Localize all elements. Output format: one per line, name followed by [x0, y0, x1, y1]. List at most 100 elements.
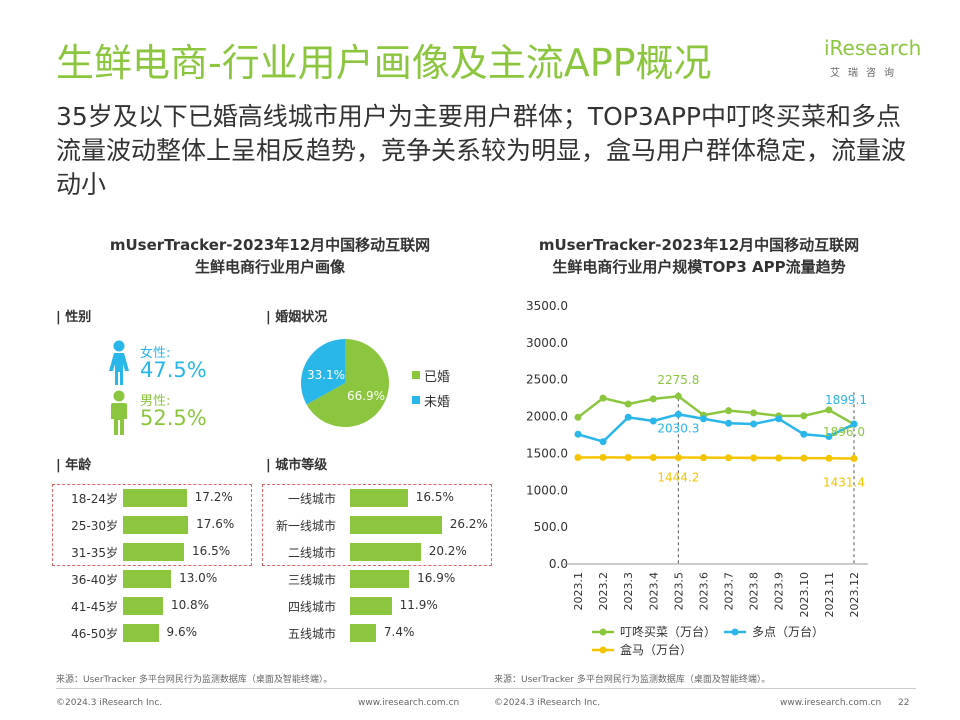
x-tick-label: 2023.8: [748, 572, 761, 611]
city-highlight-box: [262, 484, 492, 566]
age-bar-value: 17.6%: [196, 517, 235, 531]
data-point: [725, 407, 733, 415]
age-bar-value: 16.5%: [192, 544, 231, 558]
data-point: [599, 453, 607, 461]
data-point: [649, 454, 657, 462]
left-source-note: 来源：UserTracker 多平台网民行为监测数据库（桌面及智能终端）。: [56, 675, 333, 685]
female-person-icon: [109, 340, 129, 385]
series-line-1: [577, 413, 855, 444]
city-bar-label: 新一线城市: [275, 519, 336, 533]
x-tick-label: 2023.7: [723, 572, 736, 611]
x-tick-label: 2023.1: [572, 572, 585, 611]
page-number: 22: [898, 698, 910, 708]
y-tick-label: 1500.0: [526, 446, 568, 460]
city-bar: [350, 570, 410, 588]
data-label: 1444.2: [657, 471, 699, 485]
x-tick-label: 2023.2: [597, 572, 610, 611]
legend-marker: [599, 628, 607, 636]
footer-right-copyright: ©2024.3 iResearch Inc.: [494, 698, 601, 708]
age-bar: [123, 543, 185, 561]
right-panel-title: mUserTracker-2023年12月中国移动互联网 生鲜电商行业用户规模T…: [494, 234, 904, 278]
city-bar-value: 16.5%: [415, 490, 454, 504]
x-tick-label: 2023.11: [823, 572, 836, 618]
marital-pie-chart: 66.9%33.1%: [301, 339, 389, 427]
city-bar-label: 三线城市: [287, 573, 336, 587]
pie-slice-unmarried: [301, 339, 345, 405]
data-label: 1431.4: [823, 475, 865, 489]
city-bar-label: 二线城市: [287, 546, 336, 560]
data-label: 2275.8: [657, 373, 699, 387]
data-point: [574, 413, 582, 421]
pie-label-married: 66.9%: [347, 389, 385, 403]
left-panel-title-line1: mUserTracker-2023年12月中国移动互联网: [109, 236, 431, 254]
age-bar-value: 17.2%: [194, 490, 233, 504]
gender-section-label: | 性别: [56, 310, 92, 325]
married-legend-label: 已婚: [424, 370, 451, 385]
age-bar-label: 46-50岁: [71, 627, 118, 641]
data-point: [725, 454, 733, 462]
data-point: [699, 454, 707, 462]
age-bar-label: 41-45岁: [71, 600, 118, 614]
city-bar-value: 16.9%: [417, 571, 456, 585]
data-point: [775, 415, 783, 423]
age-bar-value: 13.0%: [179, 571, 218, 585]
data-point: [624, 400, 632, 408]
age-bar-label: 25-30岁: [71, 519, 118, 533]
x-tick-label: 2023.10: [798, 572, 811, 618]
legend-marker: [599, 646, 607, 654]
city-bar-value: 20.2%: [428, 544, 467, 558]
data-point: [725, 419, 733, 427]
male-value: 52.5%: [140, 406, 207, 430]
data-point: [750, 409, 758, 417]
y-tick-label: 2500.0: [526, 373, 568, 387]
age-bar: [123, 489, 187, 507]
age-highlight-box: [52, 484, 252, 566]
logo-subtext: 艾瑞咨询: [830, 68, 902, 79]
pie-slice-married: [306, 339, 389, 427]
data-point: [699, 415, 707, 423]
x-tick-label: 2023.3: [622, 572, 635, 611]
age-bar: [123, 624, 159, 642]
x-tick-label: 2023.4: [647, 572, 660, 611]
series-line-2: [577, 456, 855, 460]
footer-left-copyright: ©2024.3 iResearch Inc.: [56, 698, 163, 708]
y-tick-label: 2000.0: [526, 410, 568, 424]
iresearch-logo: iResearch 艾瑞咨询: [824, 36, 924, 80]
data-point: [599, 438, 607, 446]
data-point: [800, 430, 808, 438]
female-label: 女性:: [140, 346, 171, 361]
page-title: 生鲜电商-行业用户画像及主流APP概况: [56, 41, 712, 85]
data-point: [850, 420, 858, 428]
city-bar: [350, 624, 376, 642]
age-bar-label: 36-40岁: [71, 573, 118, 587]
data-point: [750, 420, 758, 428]
legend-label: 多点（万台）: [752, 624, 824, 639]
legend-label: 叮咚买菜（万台）: [620, 624, 716, 639]
data-point: [674, 410, 682, 418]
page-subtitle: 35岁及以下已婚高线城市用户为主要用户群体；TOP3APP中叮咚买菜和多点流量波…: [56, 102, 907, 199]
data-label: 2030.3: [657, 421, 699, 435]
city-bar-label: 五线城市: [287, 627, 336, 641]
unmarried-legend-label: 未婚: [424, 395, 451, 410]
data-point: [800, 412, 808, 420]
male-label: 男性:: [140, 394, 171, 409]
city-bar-label: 四线城市: [287, 600, 336, 614]
age-bar-label: 18-24岁: [71, 492, 118, 506]
footer-right-url[interactable]: www.iresearch.com.cn: [780, 698, 882, 708]
age-bar: [123, 570, 172, 588]
legend-marker: [731, 628, 739, 636]
y-tick-label: 500.0: [534, 520, 568, 534]
city-bar-value: 11.9%: [399, 598, 438, 612]
age-bar: [123, 516, 189, 534]
age-bar: [123, 597, 163, 615]
traffic-line-chart: 0.0 500.0 1000.0 1500.0 2000.0 2500.0 3000.0 35…: [526, 299, 868, 657]
x-tick-label: 2023.6: [697, 572, 710, 611]
x-tick-label: 2023.12: [848, 572, 861, 618]
data-point: [825, 454, 833, 462]
age-section-label: | 年龄: [56, 458, 92, 473]
data-point: [624, 413, 632, 421]
footer-left-url[interactable]: www.iresearch.com.cn: [358, 698, 460, 708]
marital-section-label: | 婚姻状况: [266, 310, 328, 325]
data-point: [649, 395, 657, 403]
x-tick-label: 2023.9: [773, 572, 786, 611]
